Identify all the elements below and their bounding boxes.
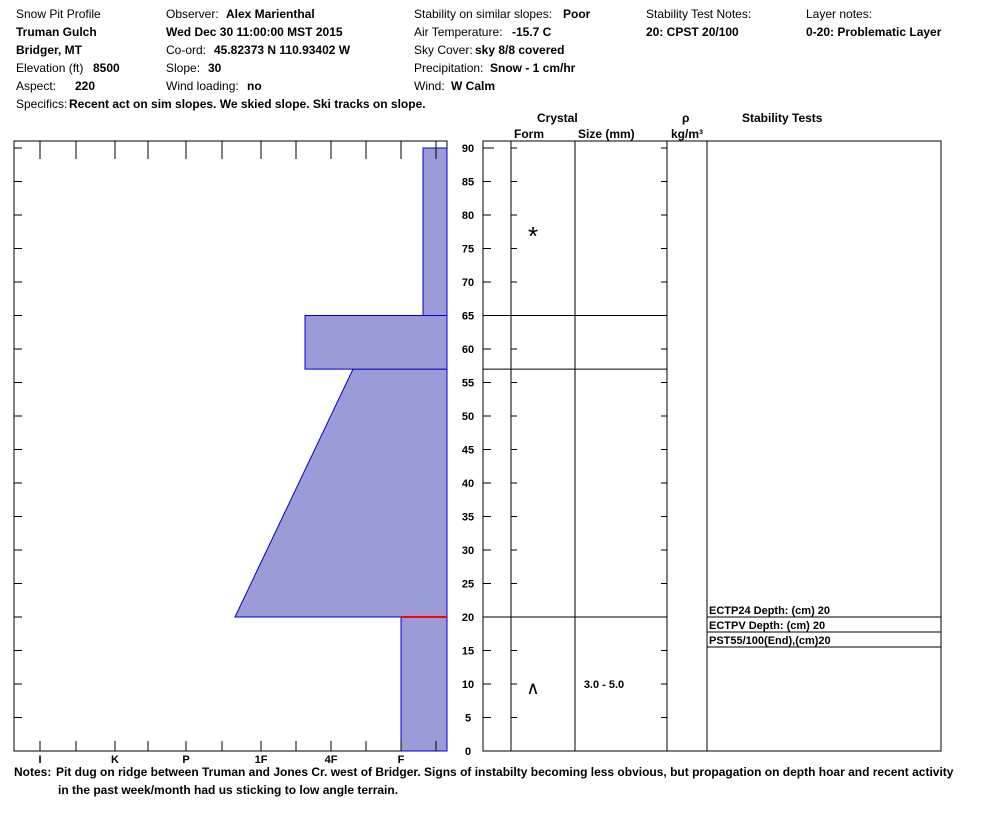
wind-loading-value: no [247,79,262,93]
observer-value: Alex Marienthal [226,7,315,21]
height-tick-label: 45 [462,445,474,457]
wind-label: Wind: [414,79,445,93]
height-tick-label: 10 [462,679,474,691]
height-tick-label: 75 [462,244,474,256]
hardness-layer-2 [304,315,448,370]
stability-test-entry: ECTP24 Depth: (cm) 20 [709,605,830,617]
stability-label: Stability on similar slopes: [414,7,553,21]
height-tick-label: 35 [462,512,474,524]
air-temp-label: Air Temperature: [414,25,503,39]
crystal-header: Crystal [537,111,578,125]
layer-table-frame [482,140,942,752]
sky-label: Sky Cover: [414,43,473,57]
stability-value: Poor [563,7,591,21]
height-tick-label: 5 [465,713,471,725]
hardness-tick-label: K [111,754,119,766]
stability-test-entry: ECTPV Depth: (cm) 20 [709,620,825,632]
location-name: Truman Gulch [16,25,97,39]
slope-label: Slope: [166,61,201,75]
height-tick-label: 70 [462,277,474,289]
height-tick-label: 0 [465,746,471,758]
stability-test-entry: PST55/100(End),(cm)20 [709,635,831,647]
notes-line-1: Pit dug on ridge between Truman and Jone… [56,765,954,779]
crystal-size-label: 3.0 - 5.0 [584,679,624,691]
hardness-layer-0 [400,616,448,752]
aspect-value: 220 [75,79,96,93]
region-name: Bridger, MT [16,43,83,57]
height-tick-label: 40 [462,478,474,490]
air-temp-value: -15.7 C [512,25,552,39]
specifics-label: Specifics: [16,97,68,111]
layer-notes-value: 0-20: Problematic Layer [806,25,942,39]
page-title: Snow Pit Profile [16,7,101,21]
height-tick-label: 55 [462,378,474,390]
height-tick-label: 90 [462,143,474,155]
observation-date: Wed Dec 30 11:00:00 MST 2015 [166,25,343,39]
wind-loading-label: Wind loading: [166,79,239,93]
sky-value: sky 8/8 covered [475,43,565,57]
observer-label: Observer: [166,7,219,21]
elevation-value: 8500 [93,61,120,75]
height-tick-label: 65 [462,311,474,323]
aspect-label: Aspect: [16,79,57,93]
height-tick-label: 60 [462,344,474,356]
height-tick-label: 15 [462,646,474,658]
height-tick-label: 50 [462,411,474,423]
notes-line-2: in the past week/month had us sticking t… [58,783,399,797]
hardness-tick-label: 4F [325,754,338,766]
stability-notes-label: Stability Test Notes: [646,7,752,21]
height-tick-label: 25 [462,579,474,591]
precip-value: Snow - 1 cm/hr [490,61,576,75]
elevation-label: Elevation (ft) [16,61,84,75]
coord-label: Co-ord: [166,43,207,57]
hardness-tick-label: I [38,754,41,766]
hardness-tick-label: 1F [255,754,268,766]
slope-value: 30 [208,61,222,75]
height-tick-label: 85 [462,177,474,189]
wind-value: W Calm [451,79,496,93]
height-tick-label: 30 [462,545,474,557]
height-tick-label: 80 [462,210,474,222]
height-tick-label: 20 [462,612,474,624]
hardness-layer-3 [422,147,448,316]
hardness-tick-label: P [182,754,189,766]
precip-label: Precipitation: [414,61,484,75]
layer-notes-label: Layer notes: [806,7,873,21]
coord-value: 45.82373 N 110.93402 W [214,43,351,57]
density-symbol: ρ [682,111,690,125]
stability-tests-header: Stability Tests [742,111,823,125]
form-header: Form [514,127,544,141]
size-header: Size (mm) [578,127,635,141]
density-unit: kg/m³ [671,127,704,141]
specifics-value: Recent act on sim slopes. We skied slope… [69,97,426,111]
snow-profile-chart: I K P 1F 4F F 0 5 10 15 20 25 30 35 40 45 50 55 60 65 70 75 80… [13,140,942,766]
hardness-tick-label: F [398,754,405,766]
crystal-form-symbol: ∧ [526,678,539,698]
crystal-form-symbol: * [528,221,538,251]
hardness-layer-1 [234,368,448,618]
stability-notes-value: 20: CPST 20/100 [646,25,739,39]
notes-label: Notes: [14,765,52,779]
